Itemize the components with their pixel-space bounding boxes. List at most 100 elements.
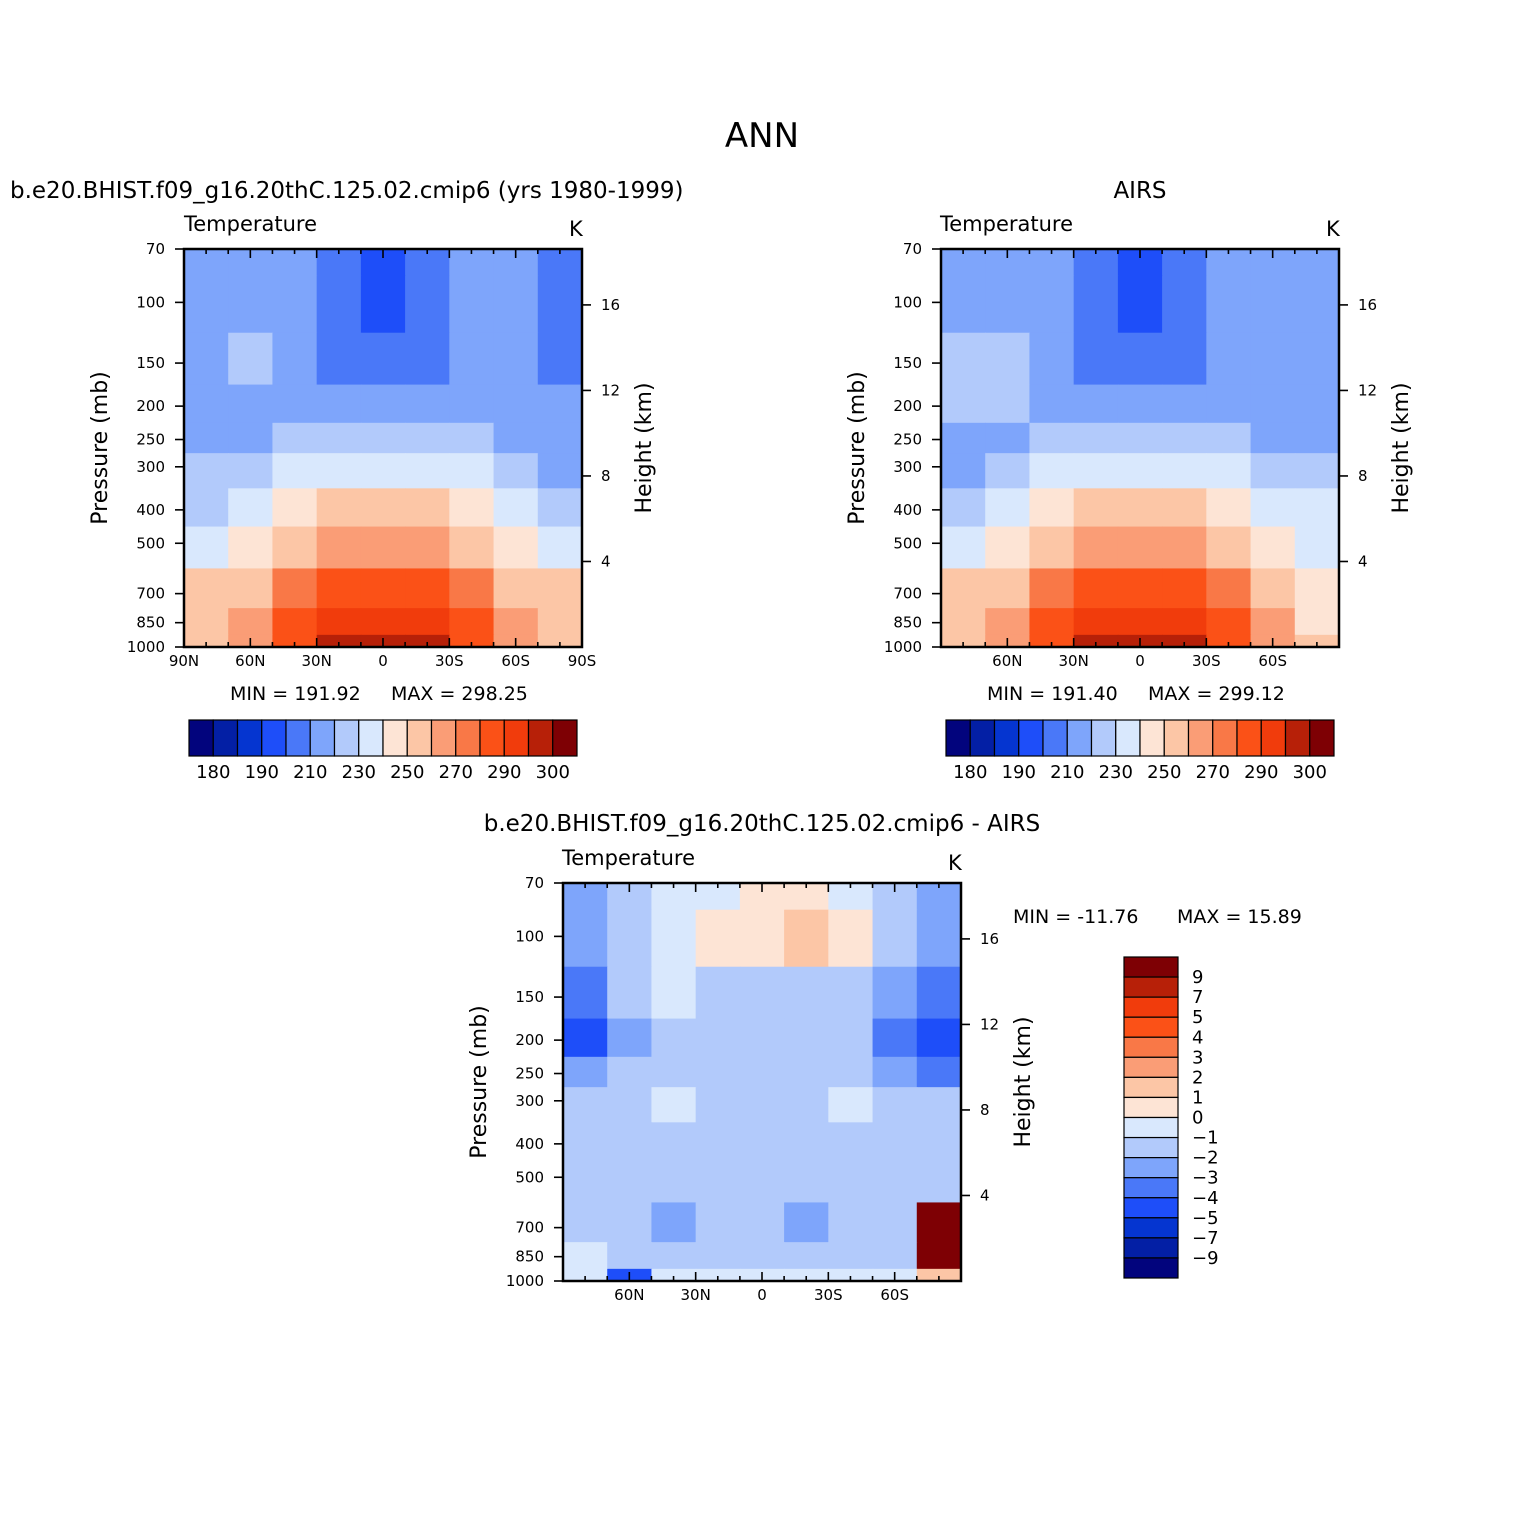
panel-model-min: MIN = 191.92 [230,683,361,705]
panel-obs-cell [1162,568,1207,609]
panel-diff-xtick-label: 60N [614,1286,644,1304]
panel-obs-cell [1294,526,1339,570]
panel-model-cell [184,422,229,454]
panel-model-colorbar-label: 210 [293,762,327,783]
panel-diff-cell [651,1122,697,1162]
panel-diff-cell [563,1122,608,1162]
panel-model-cell [360,608,406,636]
panel-diff-cell [563,1268,608,1281]
panel-diff-cell [695,1160,741,1204]
panel-model-cell [272,384,318,424]
panel-obs-cell [1250,568,1296,609]
panel-diff-colorbar-label: 2 [1192,1067,1203,1088]
panel-obs-cell [1250,608,1296,636]
panel-obs-colorbar-box [1163,719,1190,757]
panel-obs-cell [1250,422,1296,454]
panel-obs-colorbar-box [1309,719,1335,757]
panel-model-cell [272,275,318,334]
panel-obs-ytick-label: 250 [893,431,922,449]
panel-diff-colorbar-label: −2 [1192,1148,1219,1169]
panel-model-colorbar-box [309,719,336,757]
panel-obs-colorbar-label: 210 [1050,762,1084,783]
panel-model-cell [493,275,539,334]
panel-model-cell [228,568,274,609]
panel-diff-cell [563,1242,608,1270]
panel-model-cell [405,608,450,636]
panel-diff-cell [828,966,874,1020]
panel-diff-cell [872,1122,918,1162]
panel-model-ytick-label: 70 [146,240,165,258]
panel-obs-y2tick-label: 8 [1358,467,1368,485]
panel-obs-cell [1117,422,1163,454]
panel-model-cell [272,608,318,636]
panel-diff-variable: Temperature [561,846,695,870]
panel-diff-cell [695,1018,741,1058]
panel-obs-plot-area: 60N 30N 0 30S 60S 70 100 150 200 250 300 400 500 700 8… [884,240,1377,670]
panel-obs-cell [1162,488,1207,528]
panel-diff-cell [828,1122,874,1162]
panel-diff-colorbar-box [1123,1257,1179,1279]
panel-model-cell [449,384,495,424]
panel-model-xtick-label: 60S [501,652,530,670]
panel-diff-colorbar-box [1123,1177,1179,1199]
panel-obs-ytick-label: 850 [893,614,922,632]
panel-diff-cell [695,1056,741,1088]
panel-model-cell [537,384,582,424]
panel-diff-y2tick-label: 12 [980,1015,999,1033]
panel-diff-cell [695,1268,741,1281]
panel-diff-cell [784,1087,829,1123]
panel-model-cell [493,384,539,424]
panel-model-ytick-label: 200 [136,397,165,415]
panel-model-colorbar-box [188,719,214,757]
panel-diff-cell [916,1202,961,1243]
panel-obs-colorbar-box [1090,719,1117,757]
panel-obs-cell [1206,488,1252,528]
panel-model-ytick-label: 400 [136,501,165,519]
panel-obs-cell [1073,488,1119,528]
panel-diff-colorbar-label: 9 [1192,967,1203,988]
panel-diff-cell [695,909,741,968]
panel-diff-colorbar-box [1123,1036,1179,1058]
panel-obs-cell [1073,526,1119,570]
panel-model-ytick-label: 300 [136,458,165,476]
panel-diff-y2tick-label: 8 [980,1101,990,1119]
panel-model-cell [493,568,539,609]
panel-obs-cell [1294,275,1339,334]
panel-model-cell [537,275,582,334]
panel-model-colorbar-box [212,719,239,757]
panel-diff-cell [607,1242,653,1270]
panel-obs-cell [1250,384,1296,424]
panel-obs-ytick-label: 400 [893,501,922,519]
panel-model-cell [493,453,539,489]
panel-diff-colorbar-label: 7 [1192,987,1203,1008]
panel-model-cell [537,332,582,386]
panel-obs-xtick-label: 60S [1258,652,1287,670]
panel-obs-colorbar-box [1260,719,1287,757]
panel-obs-y2tick-label: 16 [1358,296,1377,314]
panel-diff-cell [651,1202,697,1243]
panel-diff-cell [784,966,829,1020]
panel-obs-colorbar-box [1187,719,1214,757]
panel-model-cell [405,634,450,647]
panel-diff-cell [872,966,918,1020]
panel-diff-cell [784,1018,829,1058]
panel-obs-cell [1162,634,1207,647]
panel-diff-cell [784,1202,829,1243]
panel-model-cell [272,488,318,528]
panel-obs-cell [985,422,1031,454]
panel-diff-cell [872,1018,918,1058]
panel-model-cell [272,453,318,489]
panel-obs-ytick-label: 100 [893,293,922,311]
panel-obs-cell [1117,275,1163,334]
panel-model-ytick-label: 150 [136,354,165,372]
panel-obs-ytick-label: 300 [893,458,922,476]
panel-model-cell [493,608,539,636]
panel-obs-xtick-label: 30S [1192,652,1221,670]
panel-model-ytick-label: 700 [136,585,165,603]
panel-obs-cell [1206,568,1252,609]
panel-obs-cell [985,608,1031,636]
panel-diff-cell [651,1087,697,1123]
panel-diff-colorbar-box [1123,996,1179,1018]
panel-diff-cell [828,1160,874,1204]
panel-diff-ytick-label: 300 [515,1092,544,1110]
